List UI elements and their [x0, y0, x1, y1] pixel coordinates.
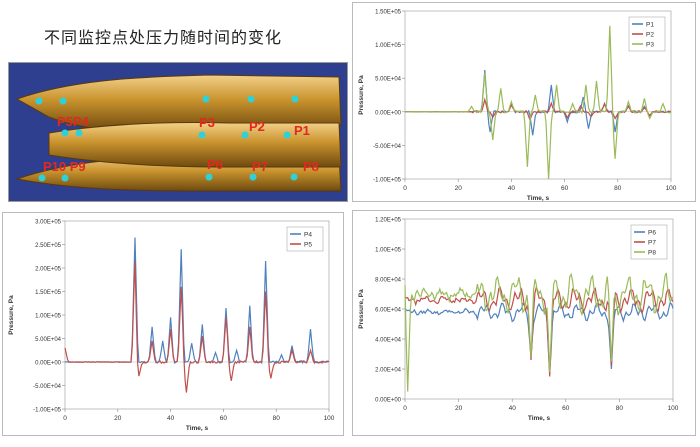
series-line-p3	[405, 25, 672, 180]
projectile-diagram: P5P4 P3 P2 P1 P10 P9 P6 P7 P8	[8, 62, 348, 202]
y-tick-label: 2.00E+05	[35, 267, 62, 273]
label-p3: P3	[199, 115, 215, 130]
legend-box	[286, 226, 324, 252]
monitor-point	[290, 173, 298, 181]
y-tick-label: 2.00E+04	[375, 368, 402, 374]
label-p5p4: P5P4	[57, 114, 90, 129]
label-p8: P8	[303, 159, 319, 174]
x-tick-label: 40	[167, 415, 175, 422]
series-line-p5	[64, 260, 330, 393]
x-tick-label: 60	[220, 415, 228, 422]
y-axis-label: Pressure, Pa	[8, 295, 15, 335]
y-tick-label: 1.50E+05	[375, 10, 402, 16]
y-tick-label: 1.00E+05	[375, 248, 402, 254]
monitor-point	[205, 173, 213, 181]
legend-label-p6: P6	[648, 229, 656, 236]
x-tick-label: 0	[403, 405, 407, 412]
x-tick-label: 0	[403, 185, 407, 192]
y-tick-label: 8.00E+04	[375, 278, 402, 284]
x-tick-label: 40	[508, 185, 516, 192]
monitor-point	[61, 129, 69, 137]
y-tick-label: 6.00E+04	[375, 308, 402, 314]
chart-panel-p1-p3: 1.50E+05 1.00E+05 5.00E+04 0.00E+00 -5.00E+0…	[352, 2, 696, 202]
series-line-p8	[404, 272, 674, 392]
monitor-point	[59, 97, 67, 105]
pressure-chart-p1-p3: 1.50E+05 1.00E+05 5.00E+04 0.00E+00 -5.00E+0…	[358, 10, 677, 203]
y-tick-label: 1.00E+05	[375, 43, 402, 49]
label-p1: P1	[294, 123, 310, 138]
x-axis-label: Time, s	[527, 195, 550, 201]
x-tick-label: 100	[668, 405, 679, 412]
x-axis-label: Time, s	[186, 425, 209, 432]
x-tick-label: 60	[561, 185, 569, 192]
monitor-point	[202, 95, 210, 103]
monitor-point	[291, 95, 299, 103]
x-tick-label: 20	[455, 405, 463, 412]
x-tick-label: 0	[63, 415, 67, 422]
label-p10p9: P10 P9	[43, 159, 86, 174]
x-tick-label: 20	[455, 185, 463, 192]
series-line-p6	[404, 301, 674, 374]
monitor-point	[198, 131, 206, 139]
y-axis-label: Pressure, Pa	[358, 289, 365, 329]
x-tick-label: 40	[509, 405, 517, 412]
y-tick-label: -1.00E+05	[33, 408, 62, 414]
chart-panel-p6-p8: 1.20E+05 1.00E+05 8.00E+04 6.00E+04 4.00E+04…	[352, 210, 696, 436]
monitor-point	[249, 173, 257, 181]
legend-label-p5: P5	[304, 241, 312, 248]
plot-area	[404, 10, 672, 180]
x-tick-label: 60	[562, 405, 570, 412]
x-tick-label: 100	[324, 415, 335, 422]
monitor-point	[241, 131, 249, 139]
x-tick-label: 80	[616, 405, 624, 412]
y-tick-label: -1.00E+05	[373, 178, 402, 184]
pressure-chart-p6-p8: 1.20E+05 1.00E+05 8.00E+04 6.00E+04 4.00E+04…	[358, 218, 679, 423]
y-tick-label: 1.00E+05	[35, 314, 62, 320]
y-tick-label: 0.00E+00	[375, 110, 402, 116]
middle-body	[48, 122, 342, 168]
x-tick-label: 20	[114, 415, 122, 422]
page-title: 不同监控点处压力随时间的变化	[44, 28, 283, 47]
y-tick-label: 1.50E+05	[35, 290, 62, 296]
upper-body	[15, 74, 342, 131]
pressure-chart-p4-p5: 3.00E+05 2.50E+05 2.00E+05 1.50E+05 1.00E+05…	[8, 220, 335, 433]
plot-area	[404, 218, 674, 400]
monitor-point	[35, 97, 43, 105]
y-tick-label: 0.00E+00	[375, 398, 402, 404]
y-tick-label: 1.20E+05	[375, 218, 402, 224]
legend-label-p2: P2	[646, 31, 654, 38]
legend-label-p1: P1	[646, 21, 654, 28]
y-tick-label: 5.00E+04	[35, 337, 62, 343]
legend-label-p7: P7	[648, 239, 656, 246]
x-tick-label: 100	[666, 185, 677, 192]
y-tick-label: 2.50E+05	[35, 243, 62, 249]
y-tick-label: 0.00E+00	[35, 361, 62, 367]
y-tick-label: 4.00E+04	[375, 338, 402, 344]
y-axis-label: Pressure, Pa	[358, 75, 365, 115]
chart-panel-p4-p5: 3.00E+05 2.50E+05 2.00E+05 1.50E+05 1.00E+05…	[2, 212, 344, 436]
legend-label-p4: P4	[304, 231, 312, 238]
x-tick-label: 80	[273, 415, 281, 422]
legend-label-p8: P8	[648, 249, 656, 256]
y-tick-label: 5.00E+04	[375, 77, 402, 83]
monitor-point	[61, 174, 69, 182]
x-axis-label: Time, s	[528, 415, 551, 422]
x-tick-label: 80	[614, 185, 622, 192]
label-p2: P2	[249, 119, 265, 134]
monitor-point	[283, 131, 291, 139]
monitor-point	[75, 129, 83, 137]
label-p6: P6	[207, 157, 223, 172]
y-tick-label: 3.00E+05	[35, 220, 62, 226]
monitor-point	[38, 174, 46, 182]
y-tick-label: -5.00E+04	[33, 384, 62, 390]
y-tick-label: -5.00E+04	[373, 144, 402, 150]
label-p7: P7	[252, 159, 268, 174]
legend-label-p3: P3	[646, 41, 654, 48]
monitor-point	[247, 95, 255, 103]
